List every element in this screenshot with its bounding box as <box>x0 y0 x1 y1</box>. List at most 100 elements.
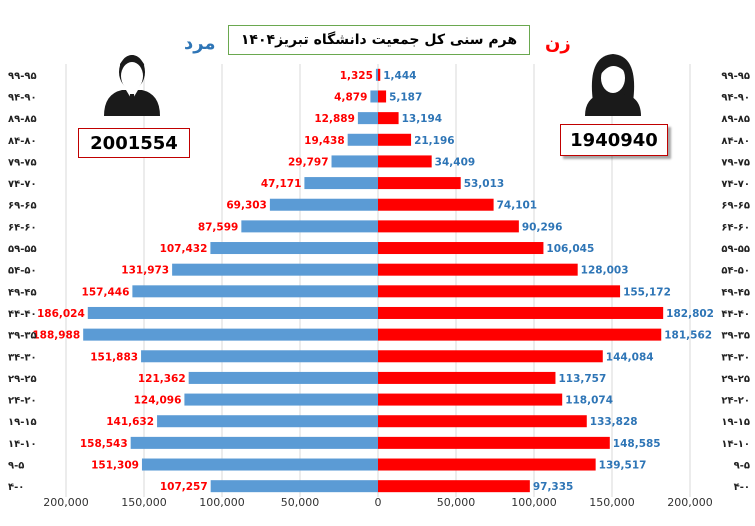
category-label-left: ۲۴-۲۰ <box>8 396 37 407</box>
female-bar <box>378 220 519 233</box>
category-label-right: ۷۹-۷۵ <box>721 157 750 168</box>
male-value-label: 1,325 <box>340 70 373 82</box>
male-value-label: 151,309 <box>91 460 139 472</box>
category-label-left: ۹-۵ <box>8 461 24 472</box>
female-value-label: 13,194 <box>402 113 443 125</box>
male-bar <box>241 220 378 233</box>
x-tick-label: 100,000 <box>511 496 557 509</box>
category-label-right: ۴-۰ <box>734 482 750 493</box>
category-label-right: ۹۹-۹۵ <box>721 71 750 82</box>
male-bar <box>141 350 378 363</box>
category-label-right: ۵۴-۵۰ <box>721 266 750 277</box>
male-bar <box>83 328 379 341</box>
male-value-label: 47,171 <box>261 178 302 190</box>
category-label-left: ۹۹-۹۵ <box>8 71 37 82</box>
male-value-label: 157,446 <box>82 286 130 298</box>
female-bar <box>378 263 578 276</box>
category-label-right: ۱۴-۱۰ <box>721 439 750 450</box>
male-value-label: 188,988 <box>32 330 80 342</box>
male-value-label: 121,362 <box>138 373 186 385</box>
male-value-label: 158,543 <box>80 438 128 450</box>
category-label-left: ۸۹-۸۵ <box>8 114 37 125</box>
female-bar <box>378 415 587 428</box>
male-bar <box>87 306 379 319</box>
bars <box>83 68 664 493</box>
chart-title: هرم سنی کل جمعیت دانشگاه تبریز۱۴۰۴ <box>228 25 530 55</box>
male-value-label: 124,096 <box>134 395 182 407</box>
male-bar <box>370 90 378 103</box>
male-bar <box>184 393 378 406</box>
female-bar <box>378 177 461 190</box>
category-label-right: ۸۴-۸۰ <box>721 136 750 147</box>
male-value-label: 107,432 <box>160 243 208 255</box>
x-axis-ticks: 200,000 150,000 100,000 50,000 0 50,000 100,00… <box>43 496 713 509</box>
category-label-left: ۴۹-۴۵ <box>8 287 37 298</box>
female-value-label: 144,084 <box>606 351 654 363</box>
female-value-label: 133,828 <box>590 416 638 428</box>
category-label-right: ۲۴-۲۰ <box>721 396 750 407</box>
x-tick-label: 200,000 <box>667 496 713 509</box>
male-total-box: 2001554 <box>78 128 190 158</box>
female-value-label: 155,172 <box>623 286 671 298</box>
category-label-left: ۷۴-۷۰ <box>8 179 37 190</box>
category-label-right: ۴۹-۴۵ <box>721 287 750 298</box>
category-label-left: ۳۹-۳۵ <box>8 331 37 342</box>
male-bar <box>188 371 378 384</box>
female-value-label: 106,045 <box>546 243 594 255</box>
value-labels: 1,325 1,444 4,879 5,187 12,889 13,194 19,438 21… <box>32 70 714 493</box>
category-label-left: ۷۹-۷۵ <box>8 157 37 168</box>
female-value-label: 53,013 <box>464 178 505 190</box>
x-tick-label: 150,000 <box>589 496 635 509</box>
x-tick-label: 200,000 <box>43 496 89 509</box>
category-label-left: ۳۴-۳۰ <box>8 352 37 363</box>
female-value-label: 97,335 <box>533 481 574 493</box>
female-bar <box>378 242 544 255</box>
category-label-left: ۸۴-۸۰ <box>8 136 37 147</box>
category-label-right: ۳۴-۳۰ <box>721 352 750 363</box>
female-value-label: 128,003 <box>581 265 629 277</box>
x-tick-label: 50,000 <box>437 496 476 509</box>
male-bar <box>331 155 378 168</box>
male-bar <box>269 198 378 211</box>
category-label-left: ۹۴-۹۰ <box>8 92 37 103</box>
category-labels: ۹۹-۹۵ ۹۹-۹۵ ۹۴-۹۰ ۹۴-۹۰ ۸۹-۸۵ ۸۹-۸۵ ۸۴-۸۰ ۸۴-۸۰… <box>8 71 750 493</box>
female-value-label: 113,757 <box>558 373 606 385</box>
male-value-label: 4,879 <box>334 91 367 103</box>
category-label-left: ۲۹-۲۵ <box>8 374 37 385</box>
male-bar <box>157 415 378 428</box>
female-bar <box>378 306 664 319</box>
category-label-left: ۵۴-۵۰ <box>8 266 37 277</box>
female-bar <box>378 155 432 168</box>
category-label-right: ۸۹-۸۵ <box>721 114 750 125</box>
category-label-right: ۱۹-۱۵ <box>721 417 750 428</box>
female-bar <box>378 350 603 363</box>
female-value-label: 182,802 <box>666 308 714 320</box>
male-bar <box>132 285 378 298</box>
female-value-label: 5,187 <box>389 91 422 103</box>
category-label-right: ۹-۵ <box>734 461 750 472</box>
category-label-left: ۱۹-۱۵ <box>8 417 37 428</box>
male-bar <box>210 242 378 255</box>
male-value-label: 141,632 <box>106 416 154 428</box>
male-bar <box>304 177 378 190</box>
male-value-label: 186,024 <box>37 308 85 320</box>
x-tick-label: 0 <box>375 496 382 509</box>
female-bar <box>378 133 412 146</box>
female-bar <box>378 112 399 125</box>
category-label-right: ۳۹-۳۵ <box>721 331 750 342</box>
male-label: مرد <box>184 33 216 54</box>
female-value-label: 181,562 <box>664 330 712 342</box>
male-value-label: 29,797 <box>288 156 329 168</box>
category-label-right: ۹۴-۹۰ <box>721 92 750 103</box>
male-bar <box>347 133 378 146</box>
female-bar <box>378 328 662 341</box>
category-label-right: ۴۴-۴۰ <box>721 309 750 320</box>
female-total-box: 1940940 <box>560 124 668 156</box>
female-value-label: 74,101 <box>497 200 538 212</box>
x-tick-label: 50,000 <box>281 496 320 509</box>
category-label-right: ۵۹-۵۵ <box>721 244 750 255</box>
male-bar <box>375 68 378 81</box>
category-label-left: ۶۹-۶۵ <box>8 201 37 212</box>
